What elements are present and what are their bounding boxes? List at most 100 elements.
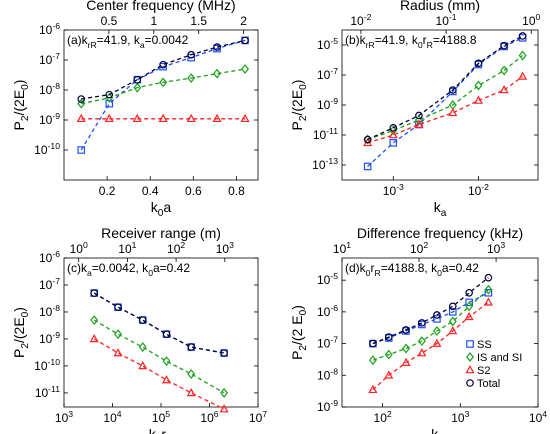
data-point-ss [433,315,441,323]
data-point-ss [77,146,86,154]
data-point-total [415,111,423,120]
data-point-total [389,124,398,132]
top-axis-label: Center frequency (MHz) [86,0,235,13]
data-point-ss [363,162,372,171]
plot-frame [63,257,259,408]
y-tick-label: 10-7 [317,66,338,82]
data-point-is [368,355,377,366]
data-point-s2 [417,348,427,357]
data-point-is [162,356,171,367]
y-tick-label: 10-6 [39,249,60,265]
data-point-total [500,41,508,50]
y-tick-label: 10-8 [39,303,60,319]
legend-label-total: Total [477,378,500,390]
data-point-total [187,343,196,351]
data-point-total [133,75,142,84]
top-x-tick-label: 102 [410,240,428,256]
data-point-is [414,115,423,125]
top-x-tick-label: 100 [70,240,88,256]
panel-a: 0.2 0.4 0.6 0.8 0.5 1 1.5 2 10-10 10-9 10-8 10-7 10-… [11,0,259,219]
data-point-s2 [432,338,442,347]
top-x-tick-label: 1 [150,14,157,28]
x-axis-label: krR [431,426,449,434]
top-x-tick-label: 103 [216,240,234,256]
data-point-s2 [186,113,196,123]
y-tick-label: 10-9 [317,398,338,414]
data-point-is [187,369,196,379]
data-point-total [105,90,114,99]
legend-label-s2: S2 [477,365,490,377]
series-line-total [81,39,246,100]
data-point-ss [389,139,398,147]
series-line-total [367,35,523,141]
y-tick-label: 10-10 [34,141,60,157]
data-point-s2 [158,113,168,123]
data-point-is [241,64,250,74]
y-tick-label: 10-5 [317,36,338,52]
series-line-ss [367,37,523,167]
data-point-total [418,319,426,327]
panel-annotation: (d)k0rR=4188.8, k0a=0.42 [345,261,479,278]
data-point-s2 [240,113,250,123]
y-tick-label: 10-7 [317,335,338,351]
data-point-is [417,336,426,347]
data-point-is [187,73,196,84]
data-point-total [213,43,221,51]
data-point-total [402,326,410,334]
legend-marker-total [466,379,474,387]
panel-annotation: (c)ka=0.0042, k0a=0.42 [67,261,190,278]
data-point-s2 [388,130,398,139]
data-point-s2 [132,113,142,123]
y-tick-label: 10-10 [34,357,60,373]
data-point-is [220,387,229,398]
data-point-total [241,36,249,45]
data-point-s2 [138,360,148,370]
data-point-s2 [448,107,458,117]
data-point-s2 [518,71,528,80]
y-tick-label: 10-11 [35,384,60,400]
data-point-is [90,315,99,326]
y-tick-label: 10-7 [39,51,60,67]
data-point-is [389,125,398,136]
data-point-is [402,343,410,354]
data-point-s2 [162,375,172,384]
legend-marker-ss [466,340,474,348]
y-tick-label: 10-9 [317,96,338,112]
x-tick-label: 10-3 [383,182,404,198]
data-point-total [162,330,171,338]
data-point-total [448,302,457,311]
x-tick-label: 103 [451,409,469,425]
data-point-is [518,50,527,61]
data-point-is [465,301,474,312]
data-point-total [465,288,473,297]
data-point-is [77,98,86,109]
y-tick-label: 10-9 [39,111,60,127]
x-tick-label: 0.6 [185,184,202,198]
data-point-total [220,349,228,357]
data-point-total [363,135,372,144]
data-point-s2 [113,348,123,357]
y-tick-label: 10-8 [39,81,60,97]
top-axis-label: Difference frequency (kHz) [357,225,523,241]
x-tick-label: 0.2 [99,184,116,198]
top-x-tick-label: 0.5 [101,14,118,28]
data-point-is [159,77,168,88]
top-x-tick-label: 102 [167,240,185,256]
panel-b: 10-3 10-2 10-2 10-1 100 10-13 10-11 10-9 10-7 10-… [289,0,541,219]
data-point-total [369,339,377,348]
panel-annotation: (a)krR=41.9, ka=0.0042 [67,33,189,50]
data-point-is [432,326,441,336]
data-point-s2 [104,113,114,123]
series-line-s2 [372,301,489,391]
data-point-s2 [212,113,222,123]
data-point-s2 [384,370,394,379]
top-x-tick-label: 10-2 [350,12,371,28]
series-line-total [93,292,225,354]
top-x-tick-label: 10-1 [436,12,457,28]
x-axis-label: k0rR [149,426,174,434]
data-point-s2 [401,357,411,366]
x-axis-label: k0a [151,199,172,219]
data-point-s2 [89,333,99,343]
panel-c: 103 104 105 106 107 100 101 102 103 10-11 10-10 10-… [11,225,267,434]
